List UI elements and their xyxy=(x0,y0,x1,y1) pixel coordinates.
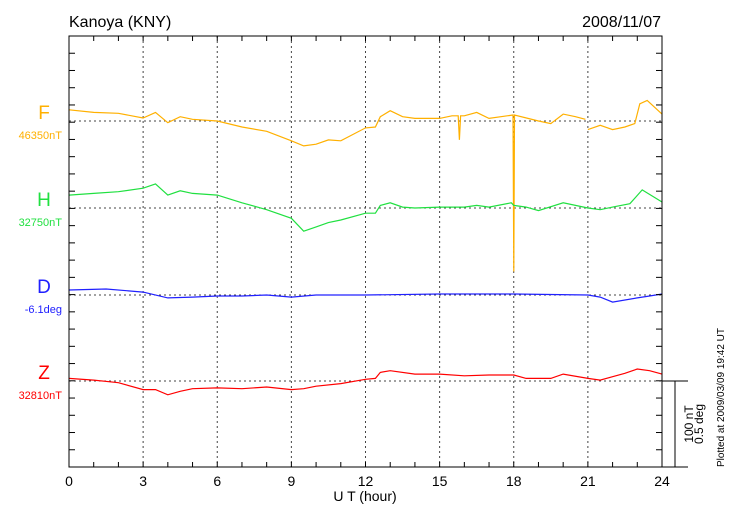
x-tick-label: 21 xyxy=(580,473,596,489)
x-tick-label: 3 xyxy=(139,473,147,489)
x-tick-label: 0 xyxy=(65,473,73,489)
chart-date: 2008/11/07 xyxy=(582,14,661,31)
traces xyxy=(68,99,663,396)
scale-bar: 100 nT 0.5 deg xyxy=(662,380,706,468)
chart-title: Kanoya (KNY) xyxy=(69,14,171,31)
series-baseline-z: 32810nT xyxy=(19,390,63,402)
plot-frame xyxy=(68,35,663,468)
x-tick-label: 18 xyxy=(506,473,522,489)
series-name-d: D xyxy=(37,277,51,298)
x-tick-label: 12 xyxy=(358,473,374,489)
series-line-z xyxy=(68,368,663,396)
series-line-d xyxy=(68,288,663,303)
series-name-h: H xyxy=(37,190,51,211)
x-tick-labels: 0 3 6 9 12 15 18 21 24 xyxy=(65,473,670,489)
series-line-h xyxy=(68,183,663,232)
series-labels: F 46350nT H 32750nT D -6.1deg Z 32810nT xyxy=(19,103,63,402)
series-name-f: F xyxy=(38,103,50,124)
x-tick-label: 6 xyxy=(213,473,221,489)
series-baseline-f: 46350nT xyxy=(19,130,63,142)
grid xyxy=(69,36,662,467)
plotted-at-footnote: Plotted at 2009/03/09 19:42 UT xyxy=(716,328,727,467)
series-baseline-h: 32750nT xyxy=(19,217,63,229)
x-tick-label: 9 xyxy=(287,473,295,489)
scale-label-nT: 100 nT xyxy=(682,405,696,443)
series-baseline-d: -6.1deg xyxy=(25,304,62,316)
scale-label-deg: 0.5 deg xyxy=(692,404,706,444)
series-name-z: Z xyxy=(38,363,50,384)
x-axis-label: U T (hour) xyxy=(333,488,396,504)
series-line-f xyxy=(68,99,663,272)
x-tick-label: 24 xyxy=(654,473,670,489)
x-tick-label: 15 xyxy=(432,473,448,489)
